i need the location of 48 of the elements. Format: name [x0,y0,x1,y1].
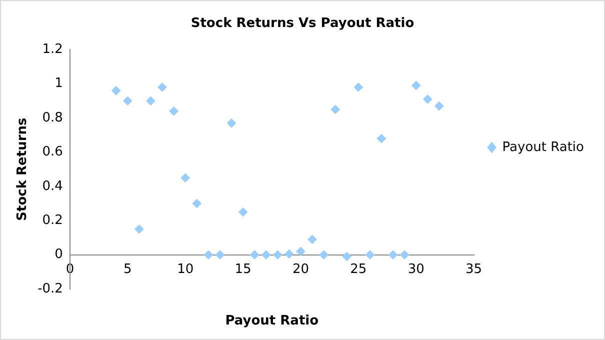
point [400,250,410,260]
point [262,250,271,260]
point [354,82,363,92]
point [134,224,144,234]
y-axis-title: Stock Returns [15,118,30,221]
point [123,96,132,106]
y-tick-label: 0.8 [42,110,63,126]
point [365,250,374,260]
point [169,106,178,116]
point [158,82,167,92]
point [296,246,306,256]
point [146,96,156,106]
point [330,104,340,114]
y-tick-label: 0 [54,247,63,262]
point [192,199,202,208]
y-tick-label: -0.2 [38,281,63,296]
y-tick-label: 0.6 [42,144,63,160]
point [284,249,294,258]
point [180,173,190,182]
y-tick-label: 0.4 [42,178,63,194]
point [434,102,444,111]
point [423,94,432,104]
point [250,250,260,260]
legend-label: Payout Ratio [502,140,584,155]
x-tick-label: 35 [466,262,482,277]
chart-title: Stock Returns Vs Payout Ratio [190,16,414,32]
x-tick-label: 20 [292,262,309,277]
point [226,118,236,128]
point [215,250,224,260]
point [112,86,121,96]
y-tick-label: 1 [54,76,63,92]
x-tick-label: 10 [177,262,194,277]
point [342,252,352,262]
point [376,134,386,144]
y-tick-label: 1.2 [42,42,63,57]
x-tick-label: 25 [350,262,367,277]
x-axis-title: Payout Ratio [225,313,319,328]
point [412,81,421,90]
x-tick-label: 15 [234,262,252,277]
x-tick-label: 30 [408,262,424,277]
point [388,250,398,260]
point [273,250,282,260]
y-tick-label: 0.2 [42,212,63,228]
point [319,250,328,260]
point [308,234,317,244]
point [238,208,248,217]
point [204,250,213,260]
x-tick-label: 5 [124,262,132,277]
